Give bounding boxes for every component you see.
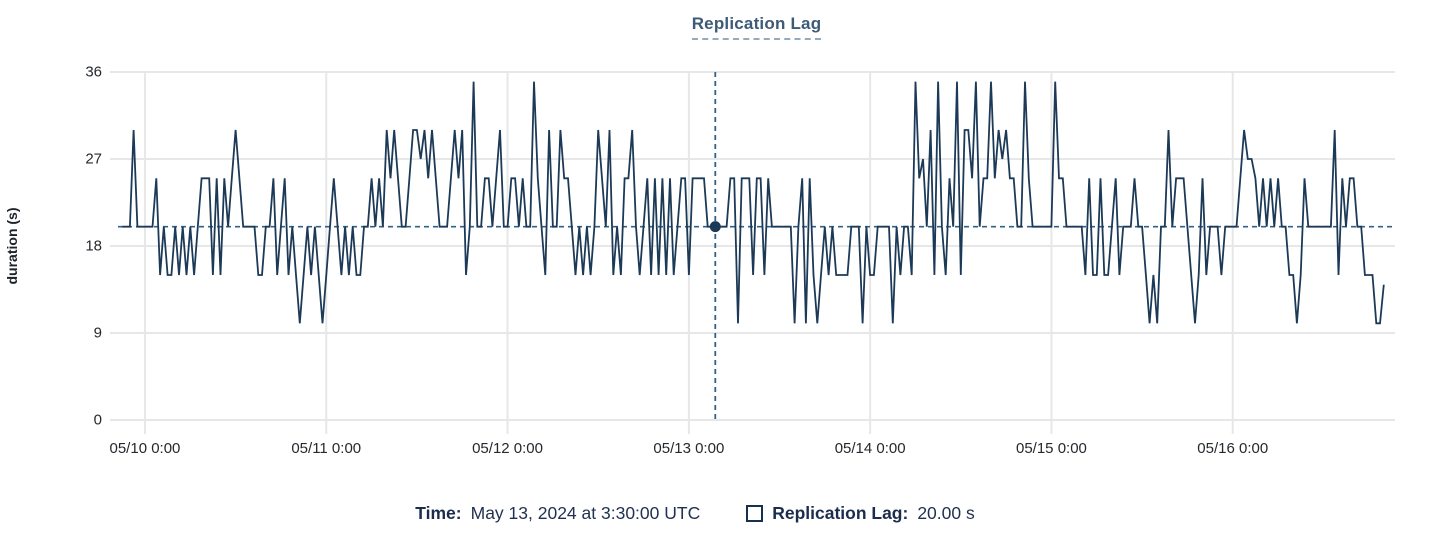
chart-title[interactable]: Replication Lag: [691, 14, 822, 40]
series-swatch-icon: [746, 505, 764, 522]
chart-title-row: Replication Lag: [118, 14, 1395, 40]
tooltip-legend: Time: May 13, 2024 at 3:30:00 UTC Replic…: [0, 503, 1390, 524]
x-tick-label: 05/15 0:00: [1015, 440, 1087, 457]
x-tick-label: 05/10 0:00: [109, 440, 181, 457]
y-tick-label: 36: [85, 63, 102, 81]
x-tick-label: 05/14 0:00: [834, 440, 906, 457]
tooltip-series-value: 20.00 s: [917, 503, 975, 523]
x-tick-label: 05/11 0:00: [291, 440, 362, 457]
y-axis-title: duration (s): [4, 207, 20, 285]
y-tick-label: 0: [93, 411, 102, 429]
x-tick-label: 05/16 0:00: [1197, 440, 1269, 457]
tooltip-time-value: May 13, 2024 at 3:30:00 UTC: [470, 503, 701, 523]
series-line: [122, 81, 1385, 325]
x-tick-label: 05/12 0:00: [472, 440, 543, 457]
y-tick-label: 18: [85, 237, 102, 255]
y-tick-label: 27: [85, 150, 102, 168]
y-tick-label: 9: [93, 324, 102, 342]
tooltip-time-label: Time:: [415, 503, 462, 523]
tooltip-series-label: Replication Lag:: [772, 503, 909, 523]
x-tick-label: 05/13 0:00: [653, 440, 725, 457]
plot-hover-area[interactable]: [118, 72, 1395, 420]
crosshair-marker-dot: [709, 221, 721, 233]
